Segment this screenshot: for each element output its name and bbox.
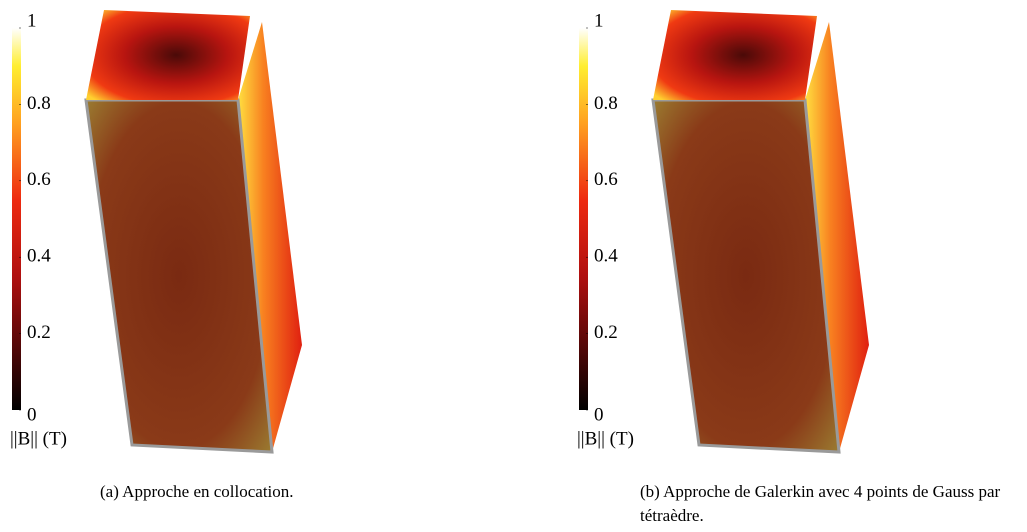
caption: (b) Approche de Galerkin avec 4 points d… [640,482,1001,525]
panel: 0 0.2 0.4 0.6 0.8 1 ||B|| (T) [577,10,869,454]
colorbar-tick-label: 0.6 [27,169,51,190]
colorbar-tick-label: 0.4 [27,246,51,267]
figure-panels: 0 0.2 0.4 0.6 0.8 1 ||B|| (T) 0 0.2 0.4 0.6 0.8 1 ||B… [10,10,869,454]
colorbar-tick-label: 0.8 [594,93,618,114]
colorbar-tick-label: 0.2 [27,322,51,343]
block-right-face [238,22,302,452]
block-top-face [653,10,817,100]
block-right-face [805,22,869,452]
colorbar-tick-label: 0.6 [594,169,618,190]
colorbar-tick-label: 0.4 [594,246,618,267]
colorbar-tick-label: 0 [594,404,604,425]
panel: 0 0.2 0.4 0.6 0.8 1 ||B|| (T) [10,10,302,454]
colorbar [12,28,21,410]
block-front-face [84,98,274,454]
colorbar-tick-label: 0 [27,404,37,425]
block-front-face [651,98,841,454]
colorbar [579,28,588,410]
caption: (a) Approche en collocation. [100,482,294,501]
colorbar-tick-label: 1 [27,10,37,31]
block-top-face [86,10,250,100]
colorbar-tick-label: 0.2 [594,322,618,343]
colorbar-tick-label: 1 [594,10,604,31]
colorbar-label: ||B|| (T) [577,428,634,449]
colorbar-label: ||B|| (T) [10,428,67,449]
colorbar-tick-label: 0.8 [27,93,51,114]
